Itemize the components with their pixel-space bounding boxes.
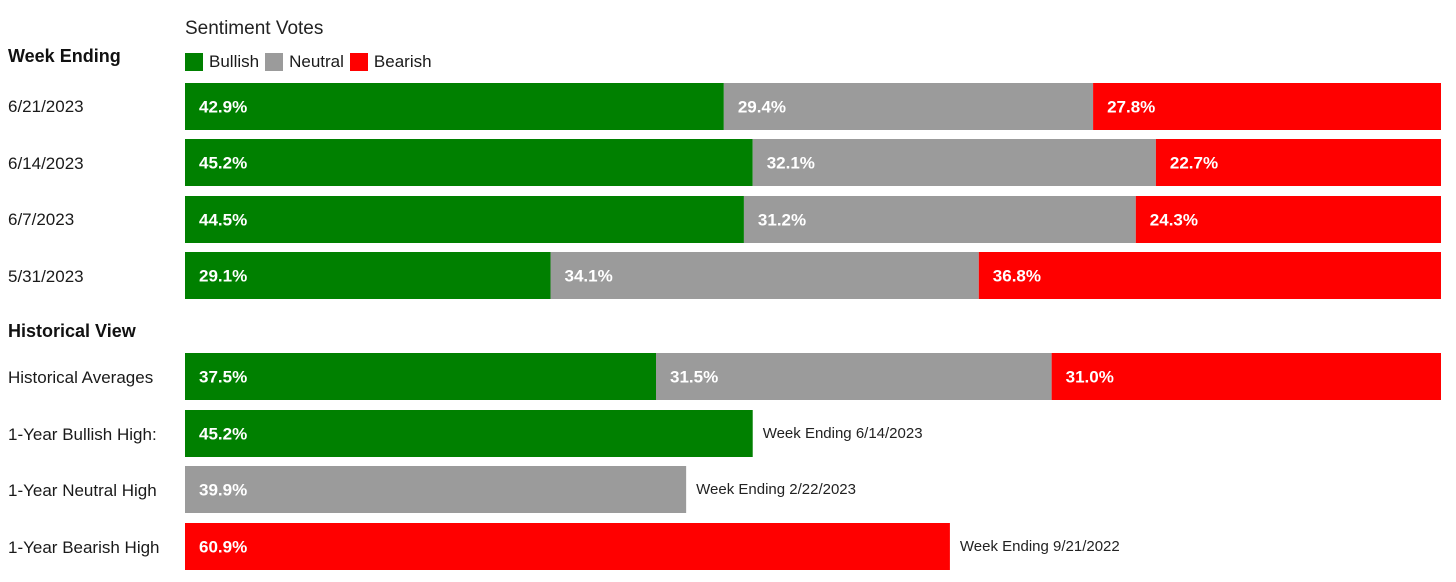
legend-swatch-bullish [185,53,203,71]
week-1-bearish-label: 27.8% [1107,98,1155,117]
high-note-bullish: Week Ending 6/14/2023 [762,425,923,442]
high-bullish-label: 45.2% [199,425,247,444]
week-1-neutral-bar [723,83,1094,130]
week-4-bullish-bar [185,252,551,299]
week-3-bullish-bar [185,196,744,243]
legend-item-bullish: Bullish [185,52,259,72]
legend-item-neutral: Neutral [265,52,344,72]
historical-view-header: Historical View [8,321,136,341]
week-1-bullish-label: 42.9% [199,98,247,117]
week-4-bullish-label: 29.1% [199,267,247,286]
chart-title: Sentiment Votes [185,18,324,39]
week-3-neutral-bar [743,196,1136,243]
week-4-neutral-bar [550,252,979,299]
row-label-week-3: 6/7/2023 [8,210,75,229]
week-4-bearish-label: 36.8% [993,267,1041,286]
historical-average-neutral-bar [656,353,1052,400]
legend-item-bearish: Bearish [349,52,432,72]
week-1-bearish-bar [1093,83,1441,130]
week-2-neutral-bar [752,139,1156,186]
week-3-neutral-label: 31.2% [758,211,806,230]
high-note-bearish: Week Ending 9/21/2022 [959,538,1120,555]
week-ending-header: Week Ending [8,46,121,66]
high-bearish-bar [185,523,950,570]
week-3-bearish-label: 24.3% [1150,211,1198,230]
historical-average-neutral-label: 31.5% [670,368,718,387]
week-2-neutral-label: 32.1% [767,154,815,173]
high-neutral-label: 39.9% [199,481,247,500]
row-label-bearish-high: 1-Year Bearish High [8,538,160,557]
row-label-week-2: 6/14/2023 [8,154,84,173]
week-4-bearish-bar [978,252,1441,299]
week-1-bullish-bar [185,83,724,130]
row-label-week-1: 6/21/2023 [8,97,84,116]
row-label-neutral-high: 1-Year Neutral High [8,481,157,500]
legend-label-bearish: Bearish [373,52,432,71]
legend-label-neutral: Neutral [289,52,344,71]
high-neutral-bar [185,466,687,513]
week-2-bullish-label: 45.2% [199,154,247,173]
week-2-bearish-bar [1155,139,1441,186]
week-2-bullish-bar [185,139,753,186]
legend-swatch-bearish [349,53,368,71]
legend-swatch-neutral [265,53,284,71]
legend-label-bullish: Bullish [209,52,260,71]
high-bullish-bar [185,410,753,457]
historical-average-bearish-bar [1051,353,1441,400]
historical-average-bullish-label: 37.5% [199,368,247,387]
historical-average-bearish-label: 31.0% [1066,368,1114,387]
week-4-neutral-label: 34.1% [564,267,612,286]
high-bearish-label: 60.9% [199,538,247,557]
row-label-week-4: 5/31/2023 [8,267,84,286]
week-3-bullish-label: 44.5% [199,211,247,230]
historical-average-bullish-bar [185,353,656,400]
week-2-bearish-label: 22.7% [1170,154,1218,173]
week-3-bearish-bar [1135,196,1441,243]
legend: Bullish Neutral Bearish [185,52,438,72]
row-label-bullish-high: 1-Year Bullish High: [8,425,157,444]
row-label-historical-average: Historical Averages [8,368,154,387]
high-note-neutral: Week Ending 2/22/2023 [696,481,856,498]
week-1-neutral-label: 29.4% [738,98,786,117]
